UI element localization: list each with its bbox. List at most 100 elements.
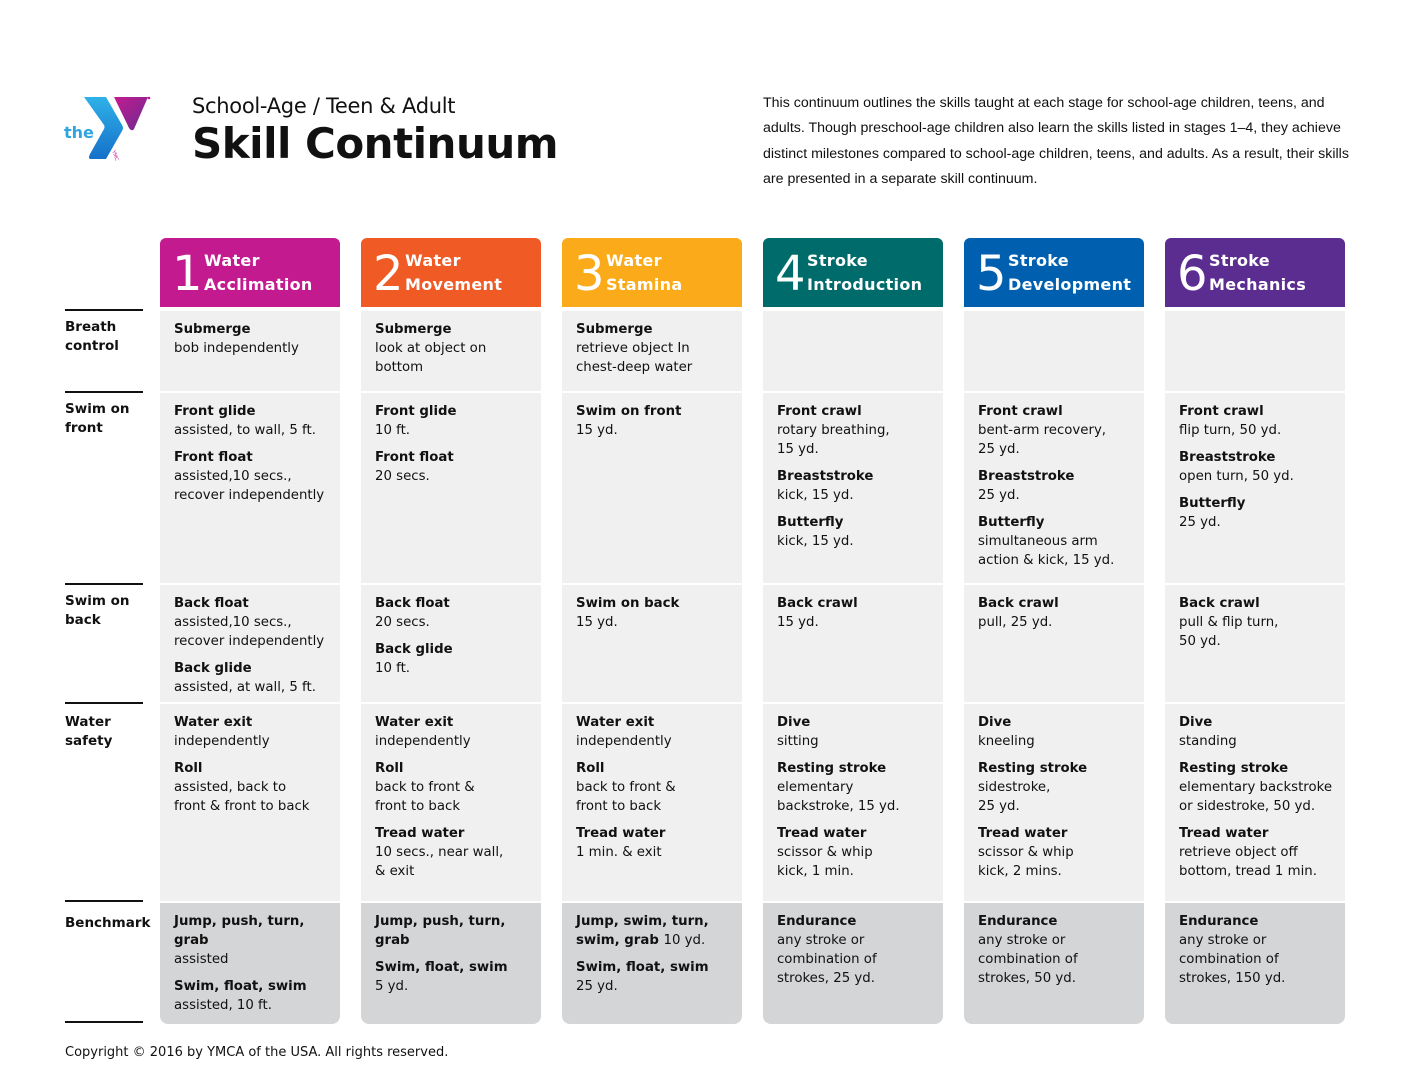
skill-cell: Dive kneeling Resting stroke sidestroke, 25…	[964, 704, 1144, 901]
skill-item: Endurance any stroke or combination of st…	[777, 912, 933, 988]
skill-item: Roll back to front & front to back	[576, 759, 732, 816]
skill-item: Breaststroke 25 yd.	[978, 467, 1134, 505]
ymca-y-icon: the YMCA	[64, 96, 151, 166]
skill-item: Resting stroke elementary backstroke or s…	[1179, 759, 1335, 816]
skill-desc: scissor & whip kick, 1 min.	[777, 845, 873, 879]
stage-header: 5 Stroke Development	[964, 238, 1144, 307]
skill-cell: Front crawl rotary breathing, 15 yd. Breas…	[763, 393, 943, 583]
skill-desc: kick, 15 yd.	[777, 534, 854, 549]
skill-item: Front crawl flip turn, 50 yd.	[1179, 402, 1335, 440]
skill-cell: Endurance any stroke or combination of st…	[763, 903, 943, 1024]
stage-number: 4	[775, 245, 806, 302]
skill-cell: Water exit independently Roll back to front…	[562, 704, 742, 901]
stage-column-4: 4 Stroke Introduction Front crawl rotary br…	[763, 238, 943, 1024]
skill-desc: bob independently	[174, 341, 299, 356]
skill-item: Water exit independently	[174, 713, 330, 751]
skill-cell: Back float assisted,10 secs., recover ind…	[160, 585, 340, 702]
skill-cell: Back crawl pull, 25 yd.	[964, 585, 1144, 702]
row-label: Water safety	[65, 714, 113, 749]
skill-title: Swim on back	[576, 596, 680, 611]
skill-title: Back float	[174, 596, 249, 611]
skill-title: Jump, push, turn, grab	[375, 914, 506, 948]
skill-desc: 15 yd.	[777, 615, 819, 630]
row-divider-rule	[65, 900, 143, 902]
skill-item: Tread water 1 min. & exit	[576, 824, 732, 862]
skill-desc: 15 yd.	[576, 615, 618, 630]
skill-title: Water exit	[174, 715, 253, 730]
stage-column-1: 1 Water Acclimation Submerge bob independen…	[160, 238, 340, 1024]
skill-cell: Front glide assisted, to wall, 5 ft. Front…	[160, 393, 340, 583]
skill-desc: simultaneous arm action & kick, 15 yd.	[978, 534, 1115, 568]
skill-item: Swim on back 15 yd.	[576, 594, 732, 632]
skill-title: Swim, float, swim	[375, 960, 508, 975]
skill-item: Front float assisted,10 secs., recover in…	[174, 448, 330, 505]
row-label: Benchmark	[65, 915, 151, 931]
svg-text:YMCA: YMCA	[110, 149, 121, 161]
skill-desc: 1 min. & exit	[576, 845, 662, 860]
skill-desc: assisted, at wall, 5 ft.	[174, 680, 316, 695]
stage-name: Stroke Introduction	[807, 251, 923, 294]
skill-desc: 15 yd.	[576, 423, 618, 438]
stage-name: Water Acclimation	[204, 251, 313, 294]
row-divider-rule	[65, 309, 143, 311]
row-divider-rule	[65, 391, 143, 393]
skill-title: Resting stroke	[777, 761, 887, 776]
skill-desc: bent-arm recovery, 25 yd.	[978, 423, 1107, 457]
skill-item: Dive standing	[1179, 713, 1335, 751]
skill-item: Water exit independently	[576, 713, 732, 751]
skill-title: Roll	[576, 761, 605, 776]
stage-header: 2 Water Movement	[361, 238, 541, 307]
skill-item: Butterfly simultaneous arm action & kick,…	[978, 513, 1134, 570]
skill-item: Roll back to front & front to back	[375, 759, 531, 816]
skill-cell: Back crawl 15 yd.	[763, 585, 943, 702]
stage-header: 1 Water Acclimation	[160, 238, 340, 307]
skill-inline-desc: 10 yd.	[663, 933, 706, 948]
stage-column-6: 6 Stroke Mechanics Front crawl flip turn, 5…	[1165, 238, 1345, 1024]
skill-title: Front crawl	[777, 404, 862, 419]
stage-column-5: 5 Stroke Development Front crawl bent-arm r…	[964, 238, 1144, 1024]
skill-item: Front crawl rotary breathing, 15 yd.	[777, 402, 933, 459]
skill-item: Submerge bob independently	[174, 320, 330, 358]
skill-cell: Submerge look at object on bottom	[361, 311, 541, 391]
skill-title: Endurance	[978, 914, 1058, 929]
skill-cell: Jump, push, turn, grab Swim, float, swim 5…	[361, 903, 541, 1024]
skill-cell: Water exit independently Roll assisted, bac…	[160, 704, 340, 901]
skill-title: Endurance	[777, 914, 857, 929]
skill-title: Dive	[978, 715, 1012, 730]
stage-column-2: 2 Water Movement Submerge look at object on…	[361, 238, 541, 1024]
skill-title: Submerge	[576, 322, 653, 337]
stage-name: Water Movement	[405, 251, 503, 294]
skill-title: Swim on front	[576, 404, 682, 419]
skill-item: Jump, swim, turn, swim, grab 10 yd.	[576, 912, 732, 950]
skill-cell: Swim on back 15 yd.	[562, 585, 742, 702]
stage-number: 3	[574, 245, 605, 302]
skill-title: Tread water	[576, 826, 666, 841]
skill-title: Front glide	[174, 404, 256, 419]
stage-header: 4 Stroke Introduction	[763, 238, 943, 307]
stage-header: 6 Stroke Mechanics	[1165, 238, 1345, 307]
stage-header: 3 Water Stamina	[562, 238, 742, 307]
skill-desc: open turn, 50 yd.	[1179, 469, 1294, 484]
skill-item: Submerge retrieve object In chest-deep wa…	[576, 320, 732, 377]
page-title: Skill Continuum	[192, 119, 559, 168]
skill-desc: back to front & front to back	[576, 780, 676, 814]
row-label: Swim on front	[65, 401, 130, 436]
skill-cell: Endurance any stroke or combination of st…	[964, 903, 1144, 1024]
skill-cell: Front crawl flip turn, 50 yd. Breaststroke…	[1165, 393, 1345, 583]
skill-item: Swim on front 15 yd.	[576, 402, 732, 440]
skill-title: Submerge	[174, 322, 251, 337]
skill-item: Breaststroke open turn, 50 yd.	[1179, 448, 1335, 486]
skill-cell: Jump, swim, turn, swim, grab 10 yd. Swim,…	[562, 903, 742, 1024]
skill-cell: Dive standing Resting stroke elementary bac…	[1165, 704, 1345, 901]
skill-desc: pull & flip turn, 50 yd.	[1179, 615, 1279, 649]
skill-title: Endurance	[1179, 914, 1259, 929]
skill-title: Tread water	[1179, 826, 1269, 841]
skill-title: Tread water	[978, 826, 1068, 841]
skill-item: Back float 20 secs.	[375, 594, 531, 632]
skill-desc: assisted,10 secs., recover independently	[174, 469, 325, 503]
row-divider-rule	[65, 702, 143, 704]
skill-desc: scissor & whip kick, 2 mins.	[978, 845, 1074, 879]
skill-desc: elementary backstroke, 15 yd.	[777, 780, 900, 814]
skill-title: Butterfly	[777, 515, 844, 530]
skill-item: Dive kneeling	[978, 713, 1134, 751]
